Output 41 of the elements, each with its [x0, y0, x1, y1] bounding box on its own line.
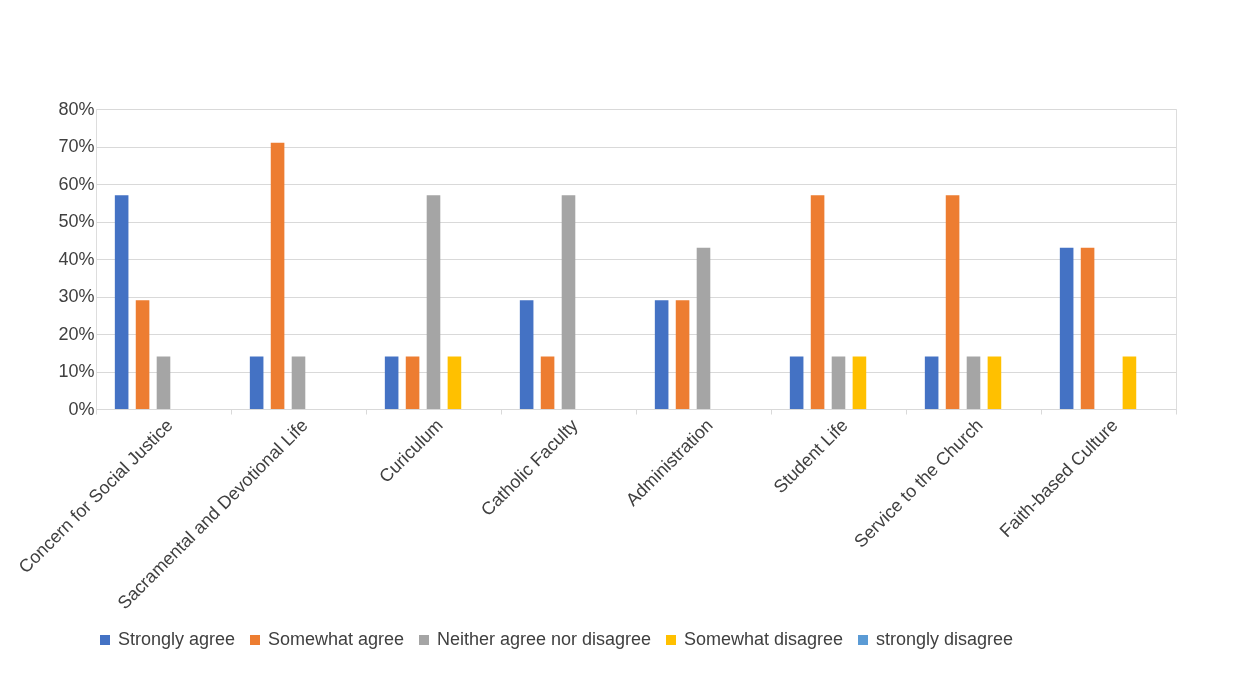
bar: [135, 300, 150, 409]
bar: [675, 300, 690, 409]
bar: [384, 356, 399, 409]
bar: [114, 195, 129, 409]
y-tick-label: 60%: [58, 173, 95, 194]
bar: [1122, 356, 1137, 409]
legend-label: Somewhat agree: [268, 629, 405, 649]
bar: [519, 300, 534, 409]
y-tick-label: 80%: [58, 98, 95, 119]
legend-label: Neither agree nor disagree: [437, 629, 652, 649]
bar: [987, 356, 1002, 409]
y-tick-label: 40%: [58, 248, 95, 269]
bar: [1059, 247, 1074, 409]
bar: [291, 356, 306, 409]
y-tick-label: 20%: [58, 323, 95, 344]
bar: [426, 195, 441, 409]
bar: [831, 356, 846, 409]
y-tick-label: 70%: [58, 136, 95, 156]
bar: [540, 356, 555, 409]
bar: [405, 356, 420, 409]
bar: [852, 356, 867, 409]
y-tick-label: 30%: [58, 286, 95, 306]
y-tick-label: 10%: [58, 361, 95, 381]
bar: [270, 142, 285, 409]
bar: [447, 356, 462, 409]
legend-label: strongly disagree: [876, 629, 1014, 649]
y-tick-label: 0%: [68, 398, 95, 419]
bar: [561, 195, 576, 409]
bar: [966, 356, 981, 409]
legend-label: Strongly agree: [118, 629, 236, 649]
bar: [249, 356, 264, 409]
bar: [945, 195, 960, 409]
legend-label: Somewhat disagree: [684, 629, 844, 649]
y-tick-label: 50%: [58, 211, 95, 231]
bar: [696, 247, 711, 409]
bar: [156, 356, 171, 409]
bar: [654, 300, 669, 409]
bar: [1080, 247, 1095, 409]
bar: [810, 195, 825, 409]
bar: [924, 356, 939, 409]
bar: [789, 356, 804, 409]
